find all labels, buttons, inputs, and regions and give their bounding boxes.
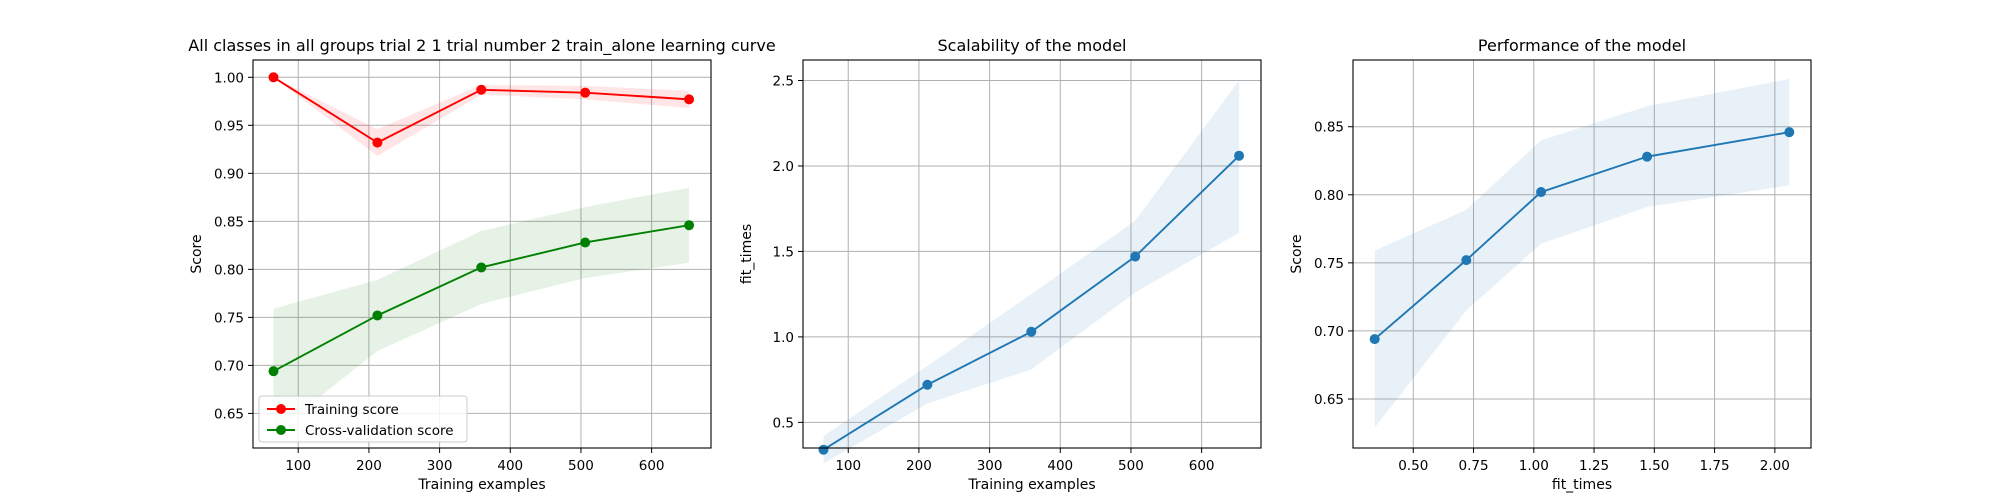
x-tick-label: 400 bbox=[497, 458, 523, 474]
data-point bbox=[476, 262, 487, 273]
y-tick-label: 0.65 bbox=[1314, 392, 1344, 408]
y-axis-label: Score bbox=[1289, 234, 1305, 273]
x-tick-label: 200 bbox=[356, 458, 382, 474]
learning-curve-panel: 100 200 300 400 500 600 0.65 0.70 0.75 0.80 0.85 0.… bbox=[188, 36, 775, 493]
data-point bbox=[684, 220, 695, 231]
x-tick-label: 600 bbox=[639, 458, 665, 474]
confidence-band-0 bbox=[1374, 79, 1790, 428]
data-point bbox=[1130, 251, 1141, 262]
scalability-panel: 100 200 300 400 500 600 0.5 1.0 1.5 2.0 2.5 Scalabi… bbox=[739, 36, 1262, 493]
y-tick-label: 0.80 bbox=[1314, 188, 1344, 204]
legend-marker bbox=[276, 404, 286, 414]
x-tick-label: 1.25 bbox=[1579, 458, 1609, 474]
y-tick-label: 0.75 bbox=[1314, 256, 1344, 272]
data-point bbox=[1536, 187, 1547, 198]
y-tick-label: 2.0 bbox=[773, 159, 794, 175]
data-point bbox=[818, 444, 829, 455]
x-tick-label: 200 bbox=[906, 458, 932, 474]
legend-marker bbox=[276, 425, 286, 435]
x-tick-label: 500 bbox=[1118, 458, 1144, 474]
data-point bbox=[372, 137, 383, 148]
x-tick-label: 300 bbox=[427, 458, 453, 474]
y-tick-label: 0.85 bbox=[214, 214, 244, 230]
x-tick-label: 500 bbox=[568, 458, 594, 474]
x-tick-label: 100 bbox=[285, 458, 311, 474]
x-tick-label: 1.50 bbox=[1639, 458, 1669, 474]
confidence-band-0 bbox=[823, 80, 1240, 464]
x-tick-label: 400 bbox=[1047, 458, 1073, 474]
y-axis-label: fit_times bbox=[739, 224, 755, 284]
y-tick-label: 0.75 bbox=[214, 310, 244, 326]
data-point bbox=[372, 310, 383, 321]
y-tick-label: 0.5 bbox=[773, 415, 794, 431]
performance-panel: 0.50 0.75 1.00 1.25 1.50 1.75 2.00 0.65 0.70 0.75… bbox=[1289, 36, 1812, 493]
y-tick-label: 1.0 bbox=[773, 330, 794, 346]
y-tick-label: 0.70 bbox=[1314, 324, 1344, 340]
data-point bbox=[1642, 151, 1653, 162]
legend-box bbox=[258, 395, 468, 443]
confidence-band-1 bbox=[273, 187, 690, 434]
axes-frame bbox=[252, 59, 712, 449]
legend-label: Training score bbox=[304, 402, 399, 418]
y-tick-label: 0.90 bbox=[214, 166, 244, 182]
y-tick-label: 0.95 bbox=[214, 118, 244, 134]
data-point bbox=[268, 366, 279, 377]
x-tick-label: 1.00 bbox=[1519, 458, 1549, 474]
data-point bbox=[580, 87, 591, 98]
x-tick-label: 1.75 bbox=[1700, 458, 1730, 474]
data-point bbox=[1234, 150, 1245, 161]
y-axis-label: Score bbox=[189, 234, 205, 273]
x-tick-label: 0.75 bbox=[1458, 458, 1488, 474]
x-tick-label: 2.00 bbox=[1760, 458, 1790, 474]
y-tick-label: 2.5 bbox=[773, 74, 794, 90]
y-tick-label: 0.65 bbox=[214, 406, 244, 422]
x-axis-label: Training examples bbox=[417, 477, 545, 493]
x-axis-label: fit_times bbox=[1552, 477, 1612, 493]
data-point bbox=[684, 94, 695, 105]
data-point bbox=[476, 84, 487, 95]
y-tick-label: 1.5 bbox=[773, 244, 794, 260]
x-tick-label: 100 bbox=[835, 458, 861, 474]
legend-label: Cross-validation score bbox=[305, 423, 454, 439]
chart-title: Performance of the model bbox=[1478, 36, 1686, 55]
data-point bbox=[1369, 334, 1380, 345]
y-tick-label: 1.00 bbox=[214, 70, 244, 86]
x-tick-label: 0.50 bbox=[1398, 458, 1428, 474]
x-tick-label: 300 bbox=[977, 458, 1003, 474]
x-tick-label: 600 bbox=[1189, 458, 1215, 474]
data-point bbox=[1461, 255, 1472, 266]
data-point bbox=[1784, 127, 1795, 138]
axes-frame bbox=[1352, 59, 1812, 449]
y-tick-label: 0.70 bbox=[214, 358, 244, 374]
data-point bbox=[580, 237, 591, 248]
chart-title: Scalability of the model bbox=[938, 36, 1127, 55]
data-point bbox=[1026, 326, 1037, 337]
data-point bbox=[268, 72, 279, 83]
chart-title: All classes in all groups trial 2 1 tria… bbox=[188, 36, 775, 56]
data-point bbox=[922, 379, 933, 390]
x-axis-label: Training examples bbox=[967, 477, 1095, 493]
y-tick-label: 0.85 bbox=[1314, 120, 1344, 136]
axes-frame bbox=[802, 59, 1262, 449]
y-tick-label: 0.80 bbox=[214, 262, 244, 278]
